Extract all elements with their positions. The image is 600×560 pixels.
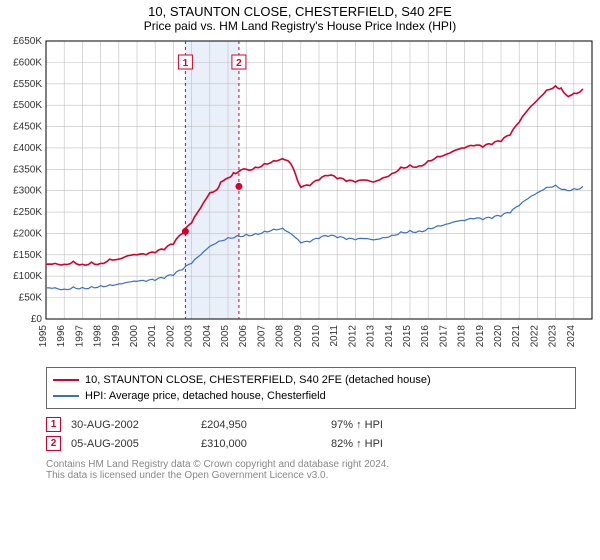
legend-row: HPI: Average price, detached house, Ches… (53, 388, 569, 404)
sale-price: £204,950 (201, 419, 331, 431)
legend-label: 10, STAUNTON CLOSE, CHESTERFIELD, S40 2F… (85, 374, 431, 386)
legend-swatch (53, 395, 79, 397)
svg-text:2020: 2020 (493, 325, 504, 348)
svg-text:2023: 2023 (548, 325, 559, 348)
sale-row: 2 05-AUG-2005£310,00082% ↑ HPI (46, 436, 576, 451)
sale-hpi: 97% ↑ HPI (331, 419, 383, 431)
sale-price: £310,000 (201, 438, 331, 450)
sale-date: 05-AUG-2005 (71, 438, 201, 450)
svg-text:2024: 2024 (566, 325, 577, 348)
svg-text:2013: 2013 (366, 325, 377, 348)
svg-text:£50K: £50K (19, 293, 43, 304)
svg-text:£150K: £150K (13, 250, 42, 261)
svg-text:2: 2 (236, 58, 242, 69)
sale-hpi: 82% ↑ HPI (331, 438, 383, 450)
legend-label: HPI: Average price, detached house, Ches… (85, 390, 326, 402)
svg-text:2018: 2018 (457, 325, 468, 348)
svg-text:2016: 2016 (420, 325, 431, 348)
svg-text:£600K: £600K (13, 57, 42, 68)
sale-row: 1 30-AUG-2002£204,95097% ↑ HPI (46, 417, 576, 432)
svg-text:2017: 2017 (438, 325, 449, 348)
svg-text:1997: 1997 (74, 325, 85, 348)
sale-marker: 2 (46, 436, 61, 451)
page-subtitle: Price paid vs. HM Land Registry's House … (0, 19, 600, 35)
footer-line: Contains HM Land Registry data © Crown c… (46, 459, 576, 470)
svg-text:2010: 2010 (311, 325, 322, 348)
svg-text:£650K: £650K (13, 36, 42, 47)
svg-text:£450K: £450K (13, 122, 42, 133)
svg-text:£300K: £300K (13, 186, 42, 197)
footer: Contains HM Land Registry data © Crown c… (46, 459, 576, 481)
svg-text:2022: 2022 (529, 325, 540, 348)
svg-text:1999: 1999 (111, 325, 122, 348)
svg-text:2009: 2009 (293, 325, 304, 348)
svg-text:2021: 2021 (511, 325, 522, 348)
svg-text:2006: 2006 (238, 325, 249, 348)
price-chart: £0 £50K £100K £150K £200K £250K £300K £350K £400… (0, 35, 600, 365)
legend: 10, STAUNTON CLOSE, CHESTERFIELD, S40 2F… (46, 367, 576, 409)
svg-text:1996: 1996 (56, 325, 67, 348)
svg-text:2003: 2003 (184, 325, 195, 348)
footer-line: This data is licensed under the Open Gov… (46, 470, 576, 481)
sale-marker: 1 (46, 417, 61, 432)
legend-swatch (53, 379, 79, 381)
svg-text:£500K: £500K (13, 100, 42, 111)
svg-text:2011: 2011 (329, 325, 340, 347)
svg-text:£200K: £200K (13, 228, 42, 239)
sale-date: 30-AUG-2002 (71, 419, 201, 431)
svg-text:£250K: £250K (13, 207, 42, 218)
svg-text:1995: 1995 (38, 325, 49, 348)
svg-text:1: 1 (183, 58, 189, 69)
legend-row: 10, STAUNTON CLOSE, CHESTERFIELD, S40 2F… (53, 372, 569, 388)
svg-text:2015: 2015 (402, 325, 413, 348)
sales-list: 1 30-AUG-2002£204,95097% ↑ HPI 2 05-AUG-200… (46, 417, 576, 451)
svg-text:2001: 2001 (147, 325, 158, 348)
svg-text:2002: 2002 (165, 325, 176, 348)
svg-text:2007: 2007 (256, 325, 267, 348)
svg-text:2000: 2000 (129, 325, 140, 348)
svg-text:2008: 2008 (275, 325, 286, 348)
svg-text:2012: 2012 (347, 325, 358, 348)
svg-text:£0: £0 (31, 314, 43, 325)
svg-text:2019: 2019 (475, 325, 486, 348)
svg-text:2005: 2005 (220, 325, 231, 348)
svg-text:1998: 1998 (93, 325, 104, 348)
svg-text:2014: 2014 (384, 325, 395, 348)
svg-text:£350K: £350K (13, 164, 42, 175)
svg-text:£550K: £550K (13, 79, 42, 90)
svg-text:£400K: £400K (13, 143, 42, 154)
svg-text:£100K: £100K (13, 271, 42, 282)
svg-text:2004: 2004 (202, 325, 213, 348)
page-title: 10, STAUNTON CLOSE, CHESTERFIELD, S40 2F… (0, 0, 600, 19)
